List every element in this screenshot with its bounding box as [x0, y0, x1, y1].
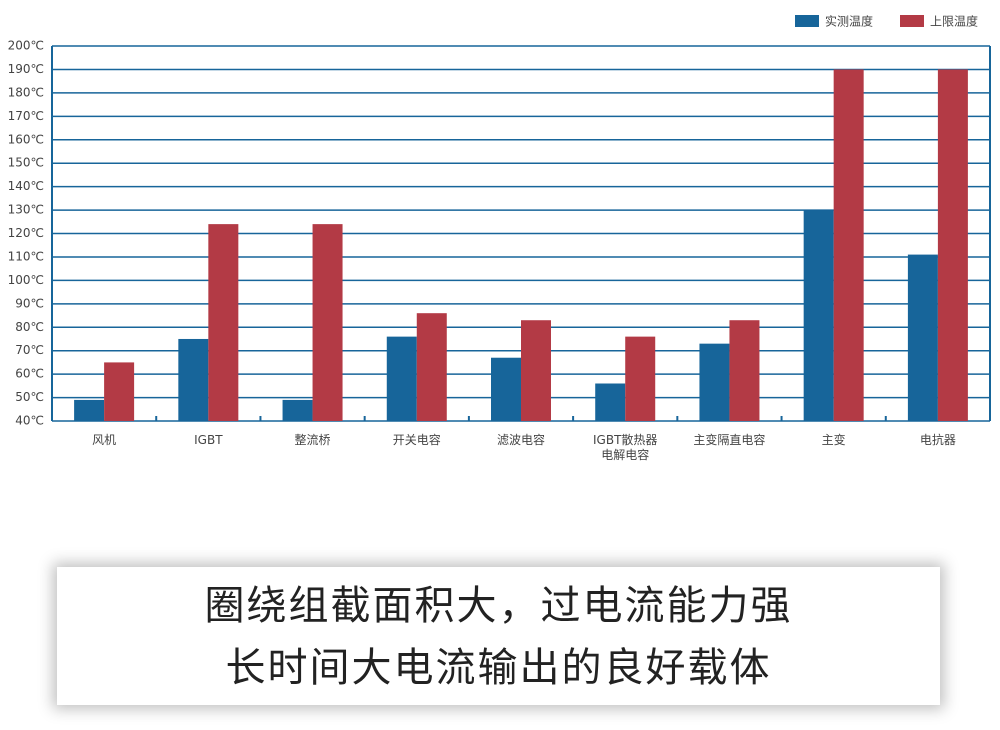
chart: 40℃ 50℃ 60℃ 70℃ 80℃ 90℃ 100℃ 110℃ 120℃ 130℃ 140℃ 15…	[8, 14, 991, 428]
y-tick-label: 170℃	[8, 109, 44, 123]
bar	[282, 399, 313, 421]
bar	[178, 338, 209, 421]
bar	[729, 320, 760, 421]
x-tick-label: 主变隔直电容	[693, 433, 766, 447]
x-tick-label: IGBT散热器 电解电容	[593, 433, 658, 462]
caption-line: 长时间大电流输出的良好载体	[225, 645, 772, 691]
y-tick-label: 120℃	[8, 226, 44, 240]
legend-swatch	[795, 15, 819, 27]
y-tick-label: 60℃	[15, 367, 44, 381]
y-tick-label: 50℃	[15, 390, 44, 404]
x-tick-label: 整流桥	[294, 433, 331, 447]
legend-swatch	[900, 15, 924, 27]
bar	[312, 224, 343, 421]
bar	[74, 399, 105, 421]
x-tick-label: 滤波电容	[496, 433, 545, 447]
bar	[521, 320, 551, 421]
y-tick-label: 90℃	[15, 296, 44, 310]
bar	[386, 336, 417, 421]
y-tick-label: 200℃	[8, 39, 44, 53]
bar	[625, 336, 656, 421]
legend-label: 实测温度	[825, 14, 873, 29]
bar	[208, 224, 239, 421]
legend-label: 上限温度	[930, 14, 978, 29]
y-tick-label: 80℃	[15, 320, 44, 334]
caption-line: 圈绕组截面积大，过电流能力强	[204, 583, 793, 629]
x-tick-label: 主变	[821, 433, 846, 447]
bar	[907, 254, 938, 421]
bar	[937, 69, 968, 421]
y-tick-label: 140℃	[8, 179, 44, 193]
y-tick-label: 180℃	[8, 85, 44, 99]
bar	[595, 383, 626, 421]
y-tick-label: 100℃	[8, 273, 44, 287]
y-tick-label: 130℃	[8, 203, 44, 217]
y-tick-label: 150℃	[8, 156, 44, 170]
bar	[491, 357, 521, 421]
bar	[699, 343, 730, 421]
x-tick-label: IGBT	[194, 433, 223, 447]
y-tick-label: 160℃	[8, 132, 44, 146]
caption-box: 圈绕组截面积大，过电流能力强 长时间大电流输出的良好载体	[57, 567, 940, 705]
bar	[833, 69, 864, 421]
x-tick-label: 风机	[92, 433, 117, 447]
y-tick-label: 190℃	[8, 62, 44, 76]
x-tick-label: 电抗器	[919, 433, 956, 447]
bar	[416, 313, 447, 421]
x-tick-label: 开关电容	[392, 433, 441, 447]
y-tick-label: 70℃	[15, 343, 44, 357]
y-tick-label: 110℃	[8, 249, 44, 263]
bar	[803, 210, 834, 421]
y-tick-label: 40℃	[15, 414, 44, 428]
bar	[104, 362, 135, 421]
